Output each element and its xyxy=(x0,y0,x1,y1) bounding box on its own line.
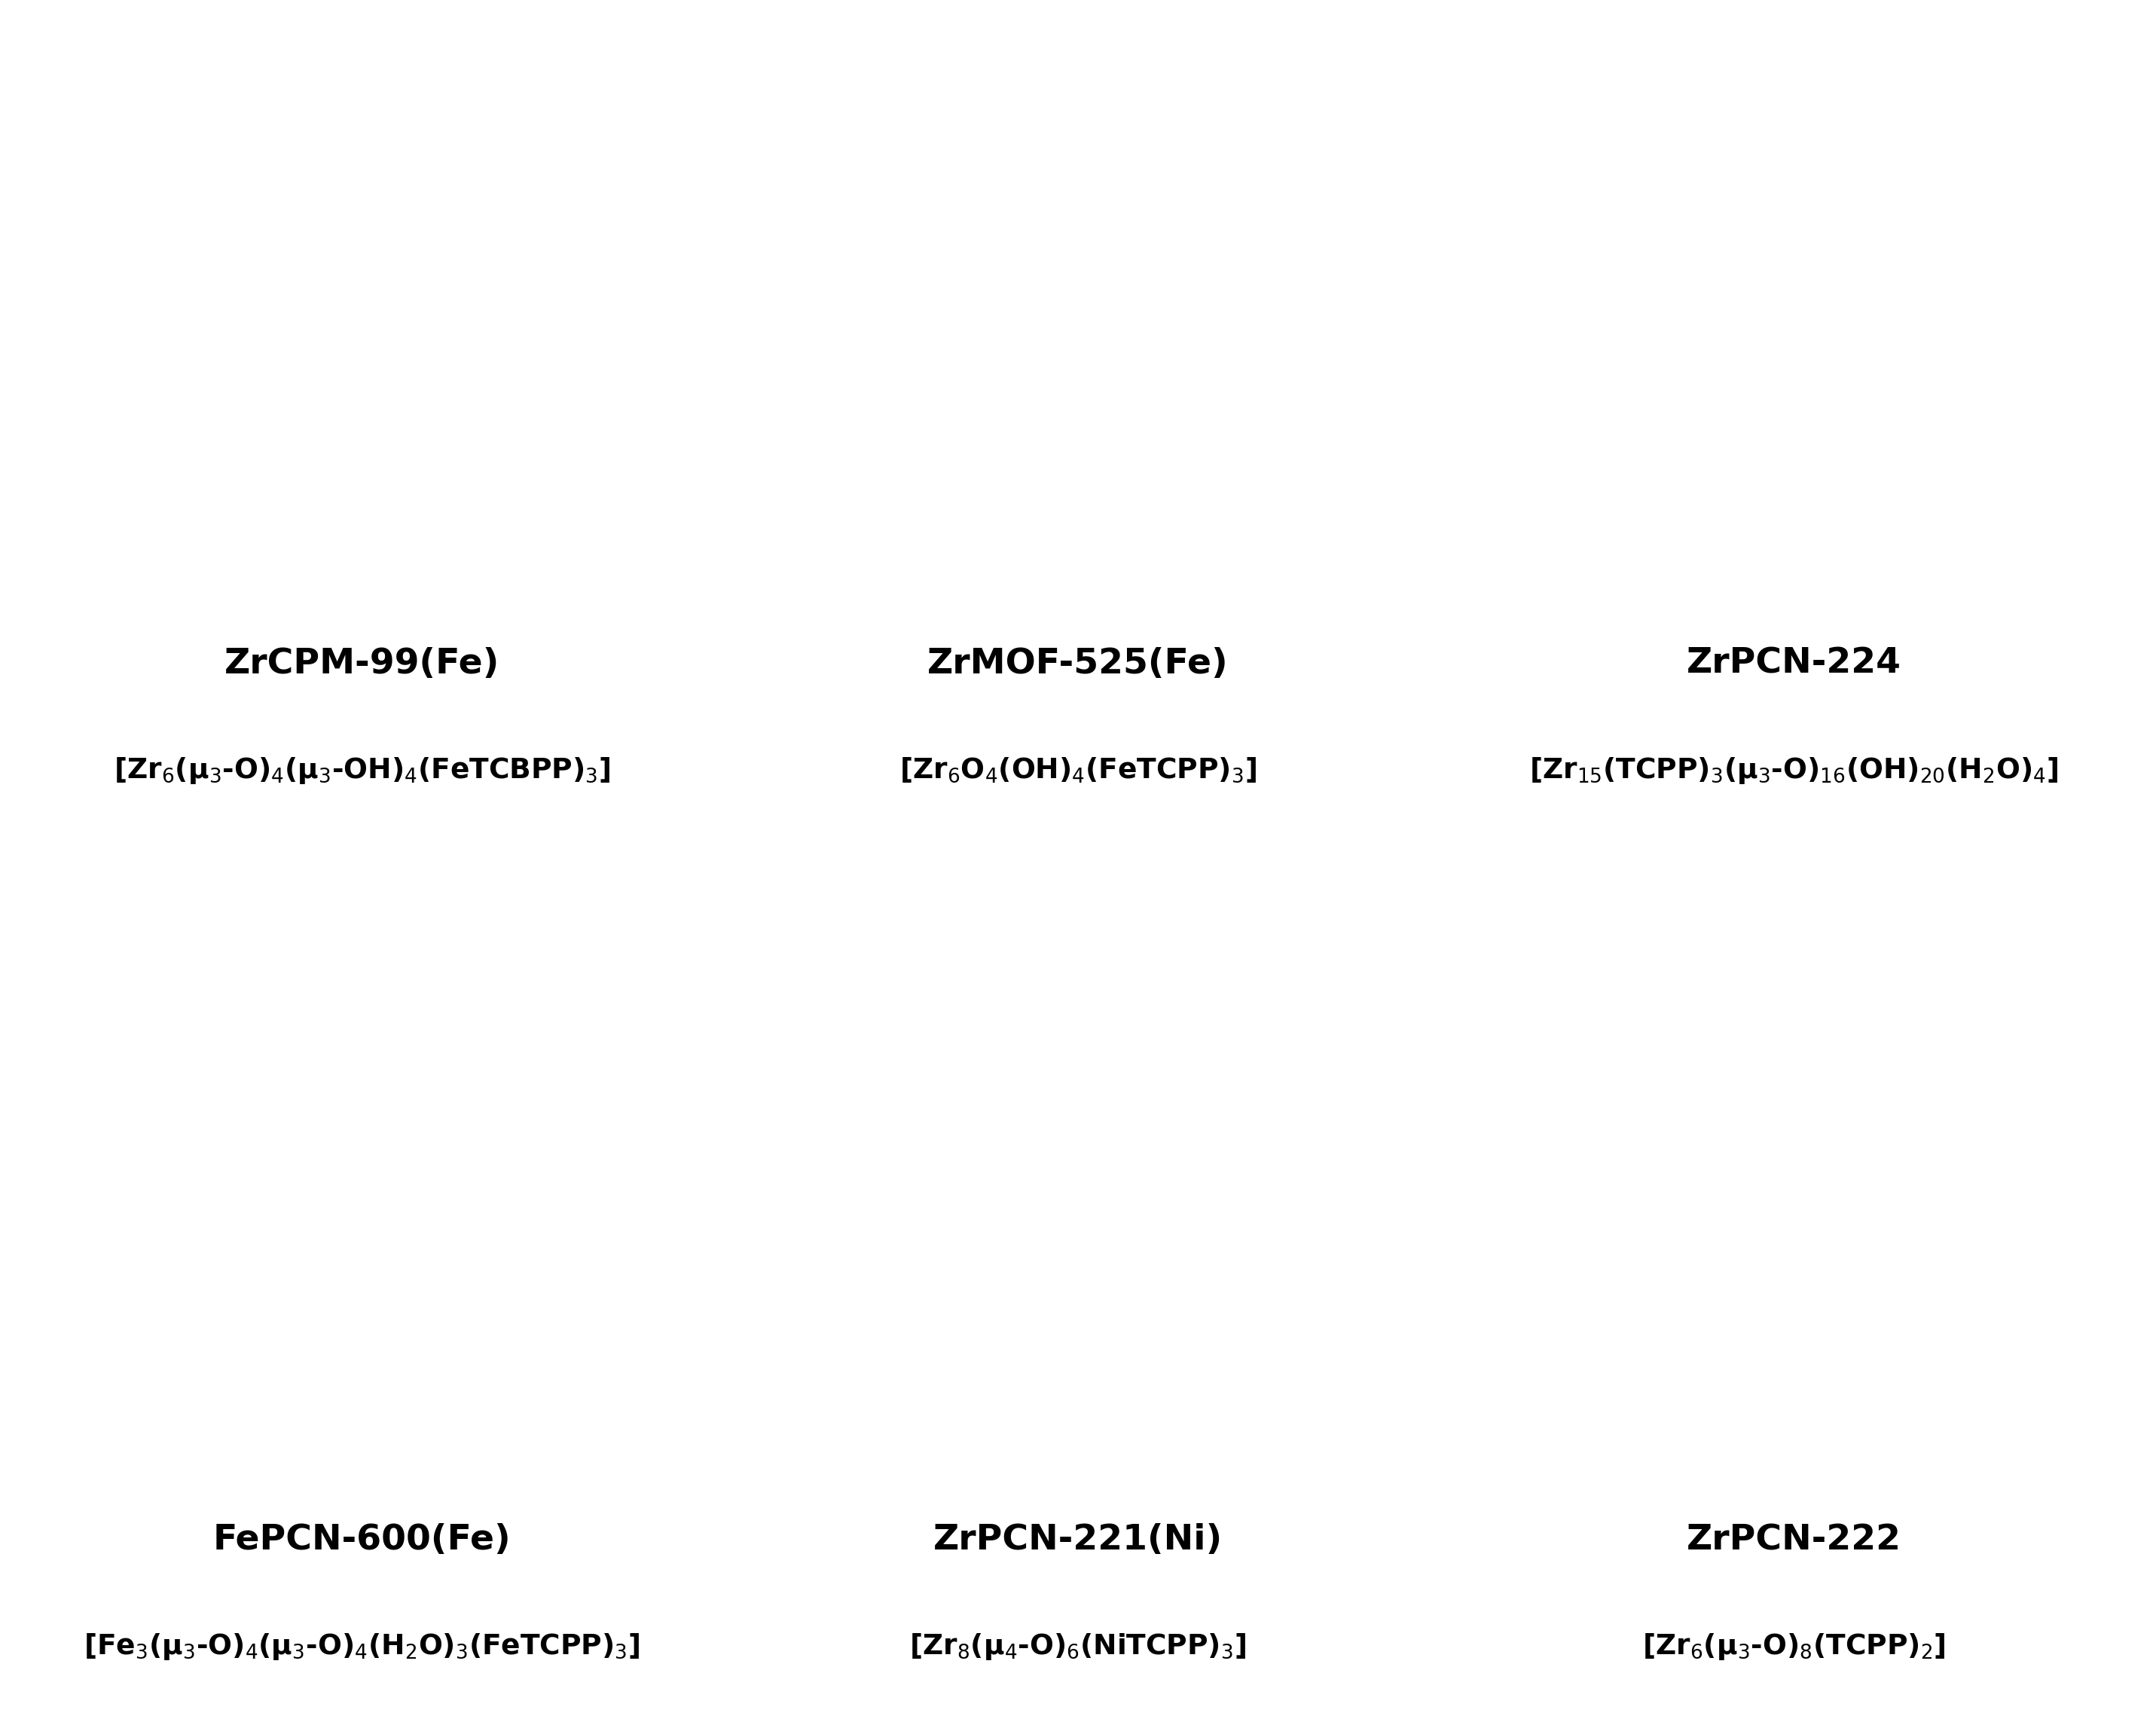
FancyBboxPatch shape xyxy=(1442,885,2145,1498)
Text: [Zr$_{6}$(μ$_{3}$-O)$_{4}$(μ$_{3}$-OH)$_{4}$(FeTCBPP)$_{3}$]: [Zr$_{6}$(μ$_{3}$-O)$_{4}$(μ$_{3}$-OH)$_… xyxy=(114,755,610,786)
Text: [Zr$_{8}$(μ$_{4}$-O)$_{6}$(NiTCPP)$_{3}$]: [Zr$_{8}$(μ$_{4}$-O)$_{6}$(NiTCPP)$_{3}$… xyxy=(910,1631,1246,1662)
FancyBboxPatch shape xyxy=(11,885,714,1498)
Text: ZrPCN-224: ZrPCN-224 xyxy=(1686,646,1902,681)
FancyBboxPatch shape xyxy=(727,885,1429,1498)
FancyBboxPatch shape xyxy=(11,9,714,622)
Text: ZrCPM-99(Fe): ZrCPM-99(Fe) xyxy=(224,646,500,681)
Text: [Zr$_{6}$(μ$_{3}$-O)$_{8}$(TCPP)$_{2}$]: [Zr$_{6}$(μ$_{3}$-O)$_{8}$(TCPP)$_{2}$] xyxy=(1643,1631,1947,1662)
Text: [Zr$_{15}$(TCPP)$_{3}$(μ$_{3}$-O)$_{16}$(OH)$_{20}$(H$_{2}$O)$_{4}$]: [Zr$_{15}$(TCPP)$_{3}$(μ$_{3}$-O)$_{16}$… xyxy=(1529,755,2059,786)
Text: ZrPCN-221(Ni): ZrPCN-221(Ni) xyxy=(934,1524,1222,1557)
Text: ZrMOF-525(Fe): ZrMOF-525(Fe) xyxy=(927,646,1229,681)
Text: [Fe$_{3}$(μ$_{3}$-O)$_{4}$(μ$_{3}$-O)$_{4}$(H$_{2}$O)$_{3}$(FeTCPP)$_{3}$]: [Fe$_{3}$(μ$_{3}$-O)$_{4}$(μ$_{3}$-O)$_{… xyxy=(84,1631,640,1662)
FancyBboxPatch shape xyxy=(1442,9,2145,622)
Text: [Zr$_{6}$O$_{4}$(OH)$_{4}$(FeTCPP)$_{3}$]: [Zr$_{6}$O$_{4}$(OH)$_{4}$(FeTCPP)$_{3}$… xyxy=(899,755,1257,785)
Text: FePCN-600(Fe): FePCN-600(Fe) xyxy=(213,1524,511,1557)
Text: ZrPCN-222: ZrPCN-222 xyxy=(1686,1524,1902,1557)
FancyBboxPatch shape xyxy=(727,9,1429,622)
